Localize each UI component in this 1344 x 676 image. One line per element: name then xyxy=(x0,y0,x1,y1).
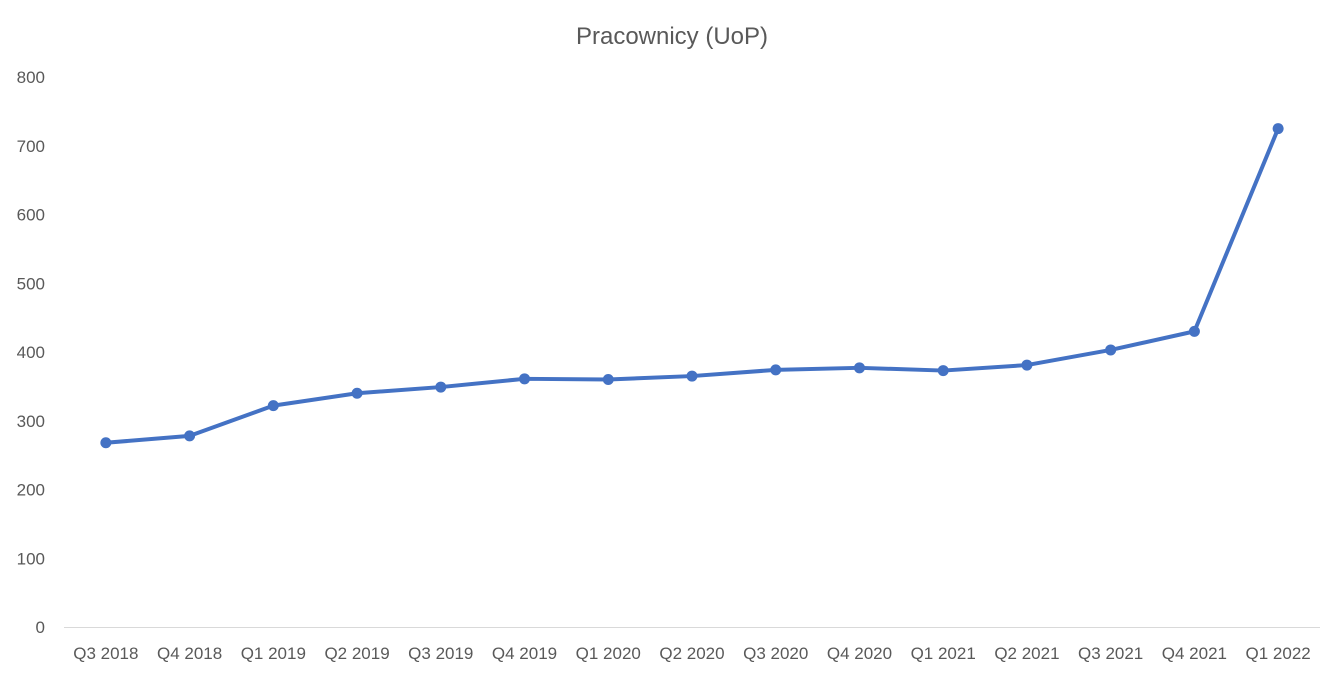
data-point-q4-2019 xyxy=(519,373,531,385)
x-tick-label: Q3 2018 xyxy=(73,644,138,663)
y-axis-tick-labels: 0 100 200 300 400 500 600 700 800 xyxy=(17,68,45,637)
x-tick-label: Q4 2021 xyxy=(1162,644,1227,663)
x-tick-label: Q2 2021 xyxy=(994,644,1059,663)
data-point-q2-2020 xyxy=(686,370,698,382)
x-tick-label: Q3 2021 xyxy=(1078,644,1143,663)
data-point-q2-2019 xyxy=(351,387,363,399)
data-point-q1-2019 xyxy=(267,400,279,412)
data-point-q1-2022 xyxy=(1272,123,1284,135)
data-point-q1-2021 xyxy=(937,365,949,377)
series-line xyxy=(103,126,1281,445)
data-point-q3-2019 xyxy=(435,381,447,393)
data-point-q3-2021 xyxy=(1105,344,1117,356)
x-tick-label: Q2 2020 xyxy=(659,644,724,663)
y-tick-label: 0 xyxy=(36,618,45,637)
y-tick-label: 400 xyxy=(17,343,45,362)
x-tick-label: Q4 2020 xyxy=(827,644,892,663)
data-point-q1-2020 xyxy=(602,374,614,385)
x-tick-label: Q2 2019 xyxy=(324,644,389,663)
x-tick-label: Q4 2019 xyxy=(492,644,557,663)
data-point-q3-2018 xyxy=(100,437,112,449)
data-point-q3-2020 xyxy=(770,364,782,376)
data-points xyxy=(100,123,1284,449)
x-tick-label: Q3 2020 xyxy=(743,644,808,663)
data-point-q4-2018 xyxy=(184,430,196,442)
y-tick-label: 700 xyxy=(17,137,45,156)
y-tick-label: 500 xyxy=(17,274,45,293)
x-tick-label: Q1 2022 xyxy=(1246,644,1311,663)
x-tick-label: Q3 2019 xyxy=(408,644,473,663)
data-point-q4-2020 xyxy=(853,362,865,374)
x-tick-label: Q1 2019 xyxy=(241,644,306,663)
x-tick-label: Q4 2018 xyxy=(157,644,222,663)
data-point-q4-2021 xyxy=(1188,325,1200,337)
y-tick-label: 300 xyxy=(17,412,45,431)
y-tick-label: 800 xyxy=(17,68,45,87)
chart-title: Pracownicy (UoP) xyxy=(576,23,768,50)
x-axis-tick-labels: Q3 2018 Q4 2018 Q1 2019 Q2 2019 Q3 2019 Q4 20… xyxy=(73,644,1311,663)
x-tick-label: Q1 2021 xyxy=(911,644,976,663)
y-tick-label: 600 xyxy=(17,206,45,225)
data-point-q2-2021 xyxy=(1021,359,1033,371)
y-tick-label: 200 xyxy=(17,481,45,500)
y-tick-label: 100 xyxy=(17,549,45,568)
x-tick-label: Q1 2020 xyxy=(576,644,641,663)
